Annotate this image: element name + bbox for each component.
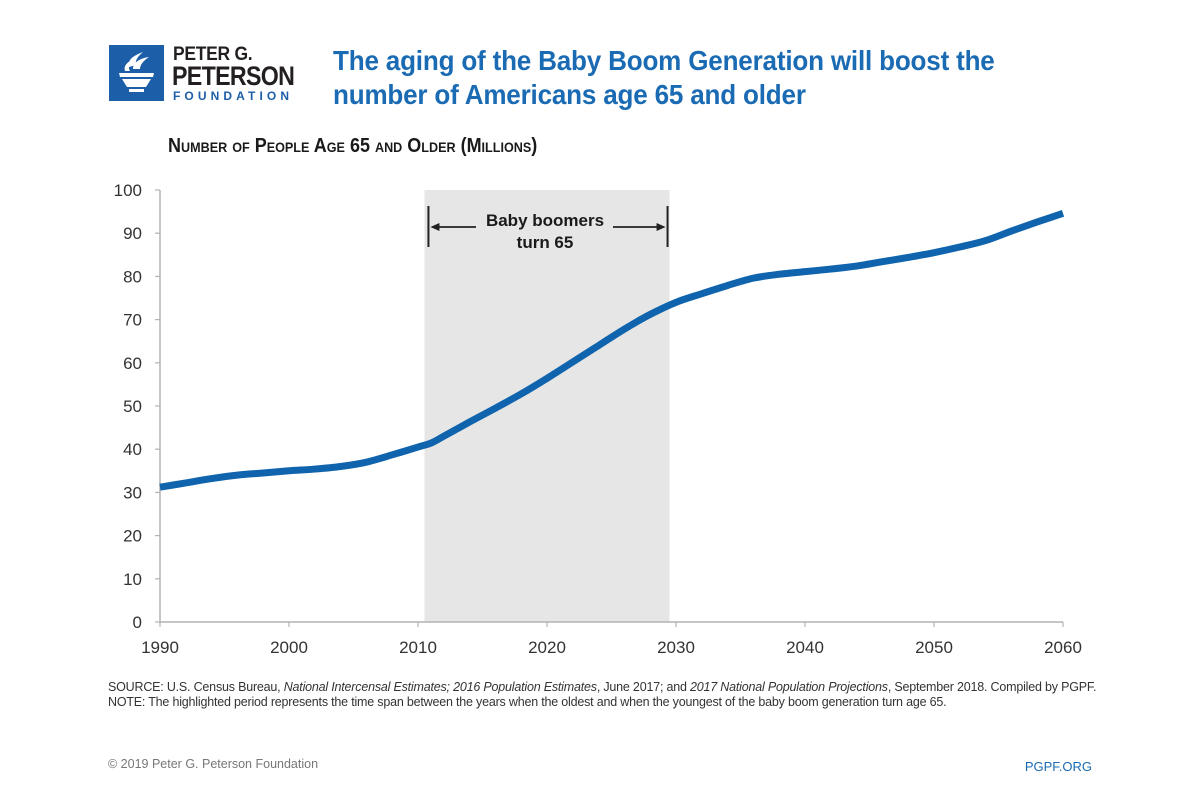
logo-line-1: PETER G. xyxy=(173,44,253,65)
copyright: © 2019 Peter G. Peterson Foundation xyxy=(108,757,319,771)
site-link[interactable]: PGPF.ORG xyxy=(1024,759,1092,774)
source-title-1: National Intercensal Estimates; 2016 Pop… xyxy=(283,680,597,694)
source-prefix: SOURCE: U.S. Census Bureau, xyxy=(108,680,284,694)
y-tick-label: 40 xyxy=(123,440,142,459)
torch-icon xyxy=(119,52,154,92)
y-tick-label: 20 xyxy=(123,527,142,546)
logo-line-3: FOUNDATION xyxy=(173,89,294,103)
pgpf-logo: PETER G. PETERSON FOUNDATION xyxy=(109,44,305,103)
source-suffix: , September 2018. Compiled by PGPF. xyxy=(887,680,1097,694)
x-tick-label: 2050 xyxy=(915,638,953,657)
x-tick-label: 1990 xyxy=(141,638,179,657)
y-tick-label: 100 xyxy=(114,181,142,200)
logo-mark xyxy=(109,45,164,101)
x-tick-label: 2020 xyxy=(528,638,566,657)
y-tick-label: 30 xyxy=(123,483,142,502)
source-note: SOURCE: U.S. Census Bureau, National Int… xyxy=(108,680,1098,695)
series-line xyxy=(159,210,1065,491)
arrow-right-head xyxy=(656,223,666,231)
y-tick-label: 70 xyxy=(123,311,142,330)
y-tick-label: 10 xyxy=(123,570,142,589)
y-tick-label: 0 xyxy=(133,613,142,632)
note-text: NOTE: The highlighted period represents … xyxy=(108,695,947,709)
annotation-line-2: turn 65 xyxy=(517,233,574,252)
y-tick-label: 60 xyxy=(123,354,142,373)
x-tick-label: 2030 xyxy=(657,638,695,657)
x-tick-label: 2040 xyxy=(786,638,824,657)
source-mid: , June 2017; and xyxy=(596,680,691,694)
footer-notes: SOURCE: U.S. Census Bureau, National Int… xyxy=(108,680,1098,710)
y-tick-label: 90 xyxy=(123,224,142,243)
chart-title: Number of People Age 65 and Older (Milli… xyxy=(168,135,538,157)
y-tick-label: 50 xyxy=(123,397,142,416)
logo-line-2: PETERSON xyxy=(172,61,295,91)
source-title-2: 2017 National Population Projections xyxy=(690,680,888,694)
highlight-band xyxy=(424,190,670,622)
page-title: The aging of the Baby Boom Generation wi… xyxy=(333,45,995,110)
y-tick-label: 80 xyxy=(123,267,142,286)
x-tick-label: 2060 xyxy=(1044,638,1082,657)
x-tick-label: 2000 xyxy=(270,638,308,657)
arrow-left-head xyxy=(430,223,440,231)
x-tick-label: 2010 xyxy=(399,638,437,657)
annotation-line-1: Baby boomers xyxy=(486,211,604,230)
